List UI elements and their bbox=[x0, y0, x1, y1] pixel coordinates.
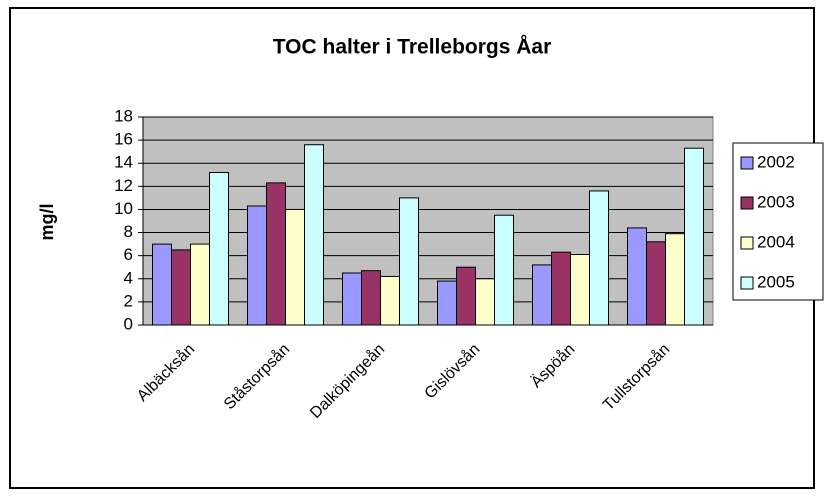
bar bbox=[570, 254, 590, 326]
bar bbox=[285, 208, 305, 326]
bar bbox=[342, 272, 362, 326]
bar bbox=[532, 264, 552, 326]
bar bbox=[190, 243, 210, 326]
legend-swatch bbox=[740, 236, 754, 250]
y-tick-label: 8 bbox=[124, 222, 133, 241]
bar bbox=[152, 243, 172, 326]
y-tick-label: 12 bbox=[114, 176, 133, 195]
bar bbox=[399, 197, 419, 326]
bar bbox=[437, 280, 457, 326]
y-tick-label: 2 bbox=[124, 291, 133, 310]
legend-swatch bbox=[740, 156, 754, 170]
bar bbox=[380, 275, 400, 326]
bar bbox=[456, 266, 476, 326]
legend-label: 2005 bbox=[757, 272, 795, 291]
bar bbox=[247, 205, 267, 326]
chart-title: TOC halter i Trelleborgs Åar bbox=[273, 35, 552, 59]
bar bbox=[684, 147, 704, 326]
bar bbox=[304, 144, 324, 326]
y-tick-label: 0 bbox=[124, 314, 133, 333]
legend-swatch bbox=[740, 196, 754, 210]
y-tick-label: 18 bbox=[114, 106, 133, 125]
bar bbox=[589, 190, 609, 326]
bar bbox=[475, 278, 495, 326]
plot-area bbox=[142, 116, 714, 326]
bar bbox=[266, 182, 286, 326]
legend-label: 2004 bbox=[757, 232, 795, 251]
bar bbox=[209, 171, 229, 326]
y-tick-label: 6 bbox=[124, 245, 133, 264]
bar bbox=[627, 227, 647, 326]
bar bbox=[665, 233, 685, 326]
y-tick-label: 4 bbox=[124, 268, 133, 287]
legend-swatch bbox=[740, 276, 754, 290]
legend-label: 2003 bbox=[757, 192, 795, 211]
bar bbox=[171, 249, 191, 326]
bar bbox=[646, 241, 666, 326]
y-tick-label: 16 bbox=[114, 130, 133, 149]
legend-label: 2002 bbox=[757, 152, 795, 171]
bar bbox=[361, 270, 381, 326]
y-tick-label: 10 bbox=[114, 199, 133, 218]
bar bbox=[494, 214, 514, 326]
bar bbox=[551, 251, 571, 326]
y-axis-label: mg/l bbox=[37, 203, 57, 240]
y-tick-label: 14 bbox=[114, 153, 133, 172]
